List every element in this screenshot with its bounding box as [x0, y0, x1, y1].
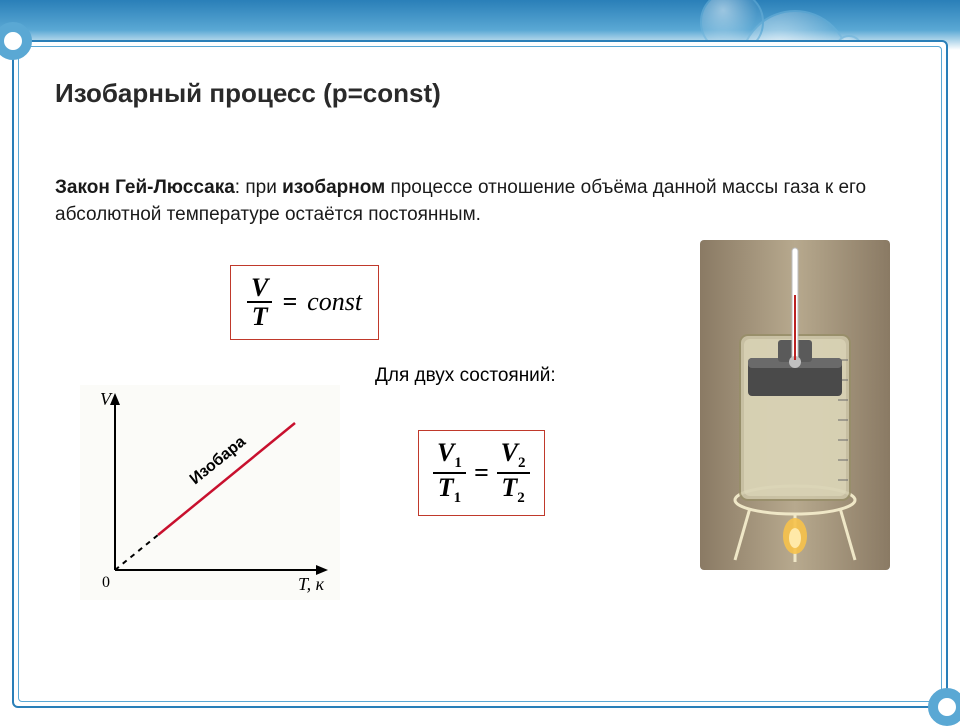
law-name: Закон Гей-Люссака	[55, 177, 235, 198]
formula2-v1: V1	[433, 439, 466, 474]
formula-two-states: V1 T1 = V2 T2	[418, 430, 545, 516]
formula-main: V T = const	[230, 265, 379, 340]
formula-main-fraction: V T	[247, 274, 272, 331]
law-text-1: : при	[235, 177, 282, 198]
chart-y-label: V	[100, 389, 113, 409]
formula2-v2: V2	[497, 439, 530, 474]
formula-main-numerator: V	[247, 274, 272, 303]
apparatus-illustration	[700, 240, 890, 570]
slide-title: Изобарный процесс (p=const)	[55, 78, 441, 109]
law-process: изобарном	[282, 177, 385, 198]
chart-origin: 0	[102, 574, 110, 591]
formula-main-denominator: T	[248, 303, 272, 330]
formula2-rhs: V2 T2	[497, 439, 530, 507]
formula2-lhs: V1 T1	[433, 439, 466, 507]
formula2-equals: =	[470, 458, 493, 488]
formula2-t1: T1	[434, 474, 465, 507]
two-states-label: Для двух состояний:	[375, 365, 556, 387]
law-text: Закон Гей-Люссака: при изобарном процесс…	[55, 175, 900, 228]
formula2-t2: T2	[497, 474, 528, 507]
corner-loop-bottom-right	[928, 688, 960, 726]
formula-main-rhs: const	[307, 287, 362, 317]
formula-main-equals: =	[278, 287, 301, 317]
isobar-chart: V T, к 0 Изобара	[80, 385, 340, 600]
chart-line-label: Изобара	[187, 433, 249, 488]
chart-x-label: T, к	[298, 574, 325, 594]
